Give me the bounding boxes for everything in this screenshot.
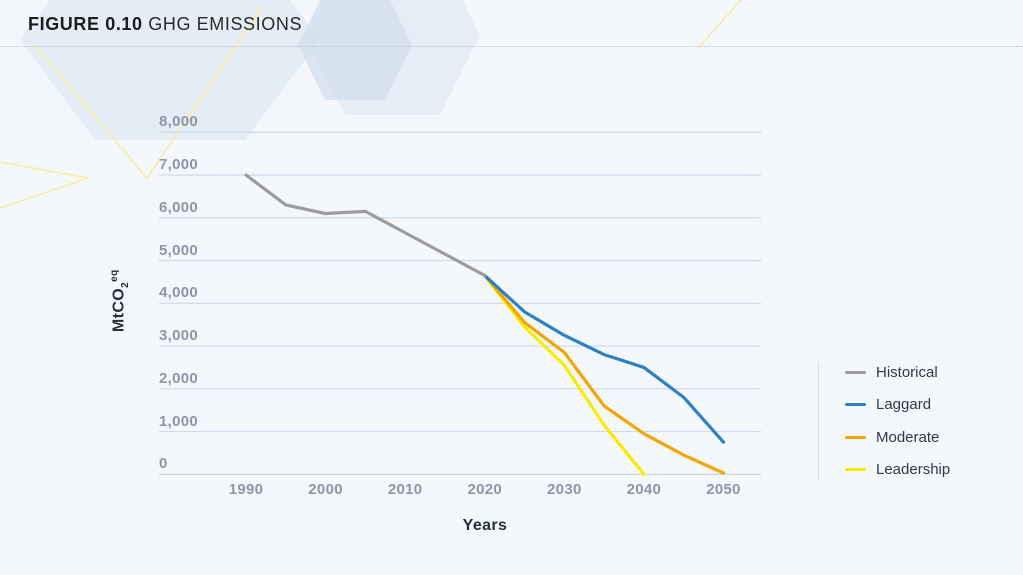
x-tick-label: 2010	[387, 481, 423, 498]
series-line-moderate	[483, 273, 726, 475]
leadership-line-swatch	[845, 468, 866, 472]
figure-number-label: FIGURE 0.10	[28, 14, 143, 34]
x-tick-label: 2030	[547, 481, 582, 498]
legend-item-leadership: Leadership	[845, 460, 950, 480]
series-line-historical	[244, 173, 487, 278]
figure-header: FIGURE 0.10 GHG EMISSIONS	[28, 14, 302, 35]
series-line-laggard	[483, 273, 726, 444]
chart-legend: Historical Laggard Moderate Leadership	[818, 362, 950, 480]
y-tick-label: 2,000	[159, 369, 199, 387]
x-tick-label: 1990	[228, 481, 264, 498]
legend-label-leadership: Leadership	[876, 461, 951, 479]
y-axis-title: MtCO2eq	[109, 251, 131, 351]
x-tick-label: 2040	[626, 481, 662, 498]
y-axis-title-sup: eq	[109, 269, 121, 282]
legend-label-moderate: Moderate	[876, 428, 940, 446]
y-tick-label: 4,000	[159, 284, 199, 302]
y-tick-label: 6,000	[159, 198, 199, 216]
y-tick-label: 5,000	[159, 241, 199, 259]
laggard-line-swatch	[845, 403, 866, 407]
legend-label-laggard: Laggard	[876, 396, 932, 414]
historical-line-swatch	[845, 370, 866, 374]
y-tick-label: 3,000	[159, 327, 199, 345]
series-line-leadership	[483, 273, 646, 476]
hexagon-decoration	[20, 0, 480, 140]
y-axis-title-sub: 2	[119, 281, 131, 288]
yellow-line-decoration	[0, 0, 743, 209]
y-tick-label: 1,000	[159, 412, 199, 430]
y-tick-label: 7,000	[159, 156, 199, 174]
y-tick-label: 8,000	[159, 113, 199, 131]
header-separator	[0, 46, 1023, 47]
legend-item-laggard: Laggard	[845, 395, 950, 415]
legend-item-moderate: Moderate	[845, 427, 950, 447]
x-tick-label: 2000	[308, 481, 343, 498]
x-tick-label: 2050	[706, 481, 741, 498]
x-axis-title: Years	[462, 517, 508, 534]
x-tick-label: 2020	[467, 481, 503, 498]
figure-title: GHG EMISSIONS	[148, 14, 303, 34]
y-tick-label: 0	[159, 455, 168, 473]
legend-label-historical: Historical	[876, 363, 938, 381]
moderate-line-swatch	[845, 435, 866, 439]
y-axis-title-base: MtCO	[110, 287, 128, 333]
legend-item-historical: Historical	[845, 362, 950, 382]
